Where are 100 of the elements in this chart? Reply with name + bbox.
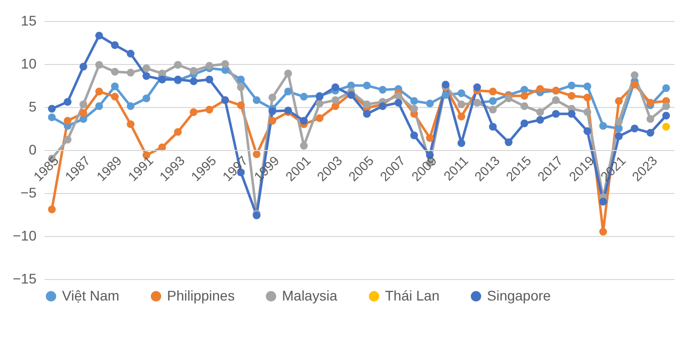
point [536, 116, 544, 124]
point [142, 72, 150, 80]
point [584, 127, 592, 135]
point [95, 102, 103, 110]
point [662, 122, 670, 131]
point [111, 82, 119, 90]
point [504, 94, 512, 102]
point [332, 96, 340, 104]
point [95, 88, 103, 96]
point [536, 85, 544, 93]
point [80, 100, 88, 108]
point [584, 108, 592, 116]
point [458, 100, 466, 108]
point [237, 83, 245, 92]
point [520, 119, 528, 128]
point [584, 82, 592, 90]
point [268, 116, 276, 125]
legend-label: Singapore [487, 287, 552, 304]
point [646, 98, 654, 107]
point [662, 84, 670, 92]
point [237, 101, 245, 110]
point [599, 198, 607, 206]
point [458, 112, 466, 120]
point [252, 96, 260, 104]
point [552, 96, 560, 104]
point [568, 92, 576, 100]
y-tick-label: 5 [28, 98, 37, 114]
point [300, 92, 308, 101]
point [394, 98, 402, 107]
point [111, 41, 119, 49]
point [410, 132, 418, 140]
point [142, 64, 150, 72]
point [536, 108, 544, 116]
point [48, 104, 56, 113]
legend-label: Philippines [167, 287, 235, 304]
y-tick-label: −10 [12, 228, 37, 244]
point [599, 228, 607, 236]
point [489, 88, 497, 96]
point [316, 100, 324, 108]
point [95, 32, 103, 40]
point [300, 116, 308, 125]
y-tick-label: −15 [12, 270, 37, 286]
point [237, 76, 245, 84]
point [473, 83, 481, 92]
point [190, 67, 198, 75]
point [206, 62, 214, 70]
point [111, 68, 119, 76]
point [426, 134, 434, 142]
point [300, 142, 308, 150]
point [126, 102, 134, 110]
point [206, 106, 214, 114]
point [410, 97, 418, 105]
point [126, 120, 134, 128]
point [80, 62, 88, 70]
legend-label: Việt Nam [62, 287, 120, 304]
point [504, 138, 512, 146]
point [64, 136, 72, 144]
point [95, 60, 103, 69]
point [630, 71, 638, 80]
point [442, 91, 450, 99]
point [615, 124, 623, 132]
point [64, 116, 72, 125]
point [630, 80, 638, 89]
y-tick-label: 10 [20, 56, 37, 72]
legend-label: Malaysia [282, 287, 338, 304]
point [394, 92, 402, 100]
point [284, 88, 292, 96]
legend-label: Thái Lan [385, 287, 440, 304]
y-tick-label: 0 [28, 142, 37, 158]
point [520, 102, 528, 110]
point [363, 82, 371, 90]
point [190, 77, 198, 86]
point [489, 97, 497, 105]
point [489, 106, 497, 114]
point [111, 92, 119, 101]
point [126, 50, 134, 58]
point [332, 83, 340, 92]
point [363, 110, 371, 118]
point [206, 76, 214, 84]
point [48, 205, 56, 214]
point [378, 86, 386, 94]
point [80, 109, 88, 117]
point [190, 108, 198, 116]
point [174, 60, 182, 69]
point [284, 70, 292, 78]
point [662, 102, 670, 110]
point [174, 128, 182, 136]
point [126, 68, 134, 76]
point [426, 100, 434, 108]
point [268, 107, 276, 116]
point [410, 104, 418, 113]
point [64, 98, 72, 106]
point [458, 139, 466, 147]
point [615, 97, 623, 105]
point [646, 128, 654, 137]
point [615, 118, 623, 126]
point [48, 113, 56, 122]
point [615, 132, 623, 140]
point [568, 110, 576, 118]
point [568, 82, 576, 90]
